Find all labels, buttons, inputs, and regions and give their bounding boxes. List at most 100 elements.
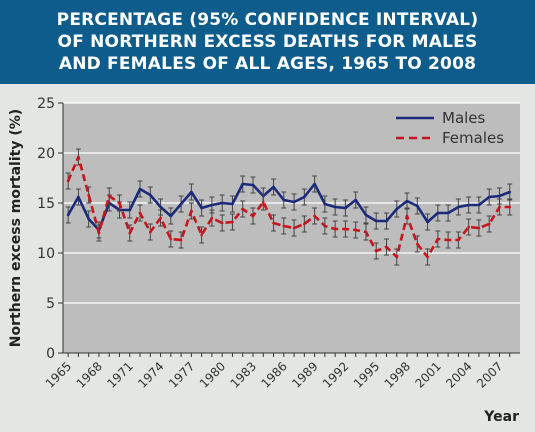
data-point <box>272 221 275 225</box>
legend-label: Males <box>442 109 486 127</box>
x-tick-label: 1971 <box>104 359 135 390</box>
data-point <box>169 237 173 241</box>
y-tick-label: 0 <box>46 346 55 362</box>
x-tick-label: 1995 <box>351 359 382 390</box>
x-tick-label: 1989 <box>289 359 320 390</box>
data-point <box>487 195 491 199</box>
chart-title: PERCENTAGE (95% CONFIDENCE INTERVAL) OF … <box>0 0 535 84</box>
data-point <box>282 224 286 228</box>
data-point <box>190 209 193 213</box>
data-point <box>405 199 409 203</box>
data-point <box>426 220 429 224</box>
data-point <box>97 231 101 235</box>
data-point <box>251 214 255 218</box>
data-point <box>313 214 316 218</box>
data-point <box>220 221 224 225</box>
data-point <box>395 255 399 259</box>
data-point <box>446 238 450 242</box>
data-point <box>118 201 121 205</box>
data-point <box>374 249 378 253</box>
data-point <box>210 216 214 220</box>
data-point <box>426 255 429 259</box>
data-point <box>477 203 481 207</box>
data-point <box>354 198 357 202</box>
data-point <box>487 222 491 226</box>
data-point <box>200 233 203 237</box>
x-tick-label: 1974 <box>135 359 166 390</box>
data-point <box>364 230 368 234</box>
data-point <box>323 202 327 206</box>
data-point <box>77 155 80 159</box>
data-point <box>66 213 70 217</box>
data-point <box>261 200 265 204</box>
data-point <box>364 213 368 217</box>
data-point <box>128 231 132 235</box>
data-point <box>457 205 460 209</box>
data-point <box>220 201 224 205</box>
x-axis: 1965 1968 1971 1974 1977 1980 1983 1986 1989 1992… <box>43 352 520 391</box>
data-point <box>374 219 378 223</box>
data-point <box>292 226 296 230</box>
data-point <box>498 194 501 198</box>
x-tick-label: 1977 <box>166 359 197 390</box>
data-point <box>446 211 450 215</box>
data-point <box>241 182 245 186</box>
chart-area: 0 5 10 15 20 25 1965 1968 1971 1974 1977 1980 1983 1… <box>0 84 535 432</box>
x-tick-label: 2004 <box>443 359 474 390</box>
y-tick-label: 10 <box>37 246 55 262</box>
data-point <box>66 179 70 183</box>
data-point <box>508 190 512 194</box>
data-point <box>436 237 440 241</box>
x-tick-label: 2007 <box>474 359 505 390</box>
gridlines <box>63 102 520 304</box>
y-axis: 0 5 10 15 20 25 <box>37 96 64 362</box>
x-tick-label: 2001 <box>412 359 443 390</box>
data-point <box>333 205 337 209</box>
data-point <box>457 238 460 242</box>
series-line <box>66 182 511 232</box>
x-tick-label: 1992 <box>320 359 351 390</box>
data-point <box>354 228 357 232</box>
data-point <box>333 227 337 231</box>
x-tick-label: 1986 <box>258 359 289 390</box>
data-point <box>477 226 481 230</box>
data-point <box>169 214 173 218</box>
data-point <box>159 216 162 220</box>
data-point <box>508 205 512 209</box>
chart-title-line-3: AND FEMALES OF ALL AGES, 1965 TO 2008 <box>58 54 477 74</box>
data-point <box>292 200 296 204</box>
legend-label: Females <box>442 129 504 147</box>
data-point <box>405 214 409 218</box>
y-tick-label: 20 <box>37 146 55 162</box>
data-point <box>467 203 470 207</box>
data-point <box>107 194 111 198</box>
data-point <box>148 230 152 234</box>
data-point <box>436 211 440 215</box>
data-point <box>77 195 80 199</box>
data-point <box>190 190 193 194</box>
data-point <box>344 227 347 231</box>
data-point <box>272 185 275 189</box>
data-point <box>138 187 142 191</box>
data-point <box>231 202 234 206</box>
series-line <box>66 155 510 259</box>
data-point <box>385 245 388 249</box>
data-point <box>128 208 132 212</box>
data-point <box>251 183 255 187</box>
series-layer <box>65 148 513 266</box>
data-point <box>303 222 306 226</box>
chart-title-line-1: PERCENTAGE (95% CONFIDENCE INTERVAL) <box>56 10 479 30</box>
data-point <box>416 242 419 246</box>
data-point <box>87 217 90 221</box>
data-point <box>231 220 234 224</box>
data-point <box>159 205 162 209</box>
series-2 <box>65 148 513 266</box>
data-point <box>395 207 399 211</box>
y-tick-label: 5 <box>46 296 55 312</box>
data-point <box>282 198 286 202</box>
x-tick-label: 1998 <box>382 359 413 390</box>
data-point <box>200 206 203 210</box>
data-point <box>179 202 183 206</box>
legend: Males Females <box>396 109 504 147</box>
